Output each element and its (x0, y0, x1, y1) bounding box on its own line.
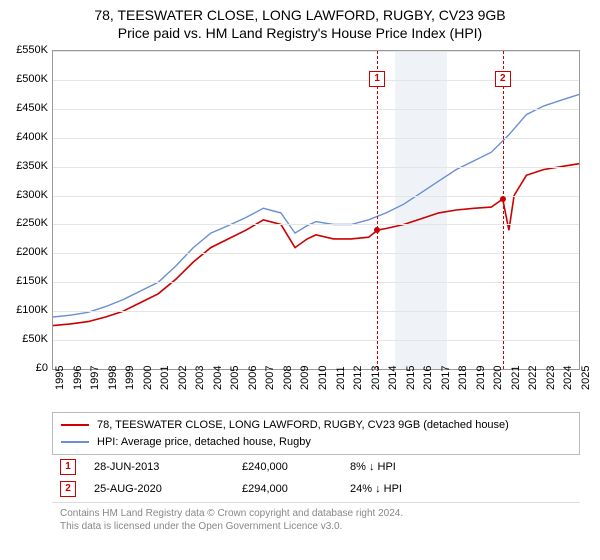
y-axis-label: £300K (0, 189, 48, 201)
gridline-h (53, 138, 579, 139)
event-vline (503, 51, 504, 369)
legend-box: 78, TEESWATER CLOSE, LONG LAWFORD, RUGBY… (52, 412, 580, 455)
chart-title-line2: Price paid vs. HM Land Registry's House … (0, 24, 600, 42)
sales-table: 1 28-JUN-2013 £240,000 8% ↓ HPI 2 25-AUG… (52, 456, 580, 500)
x-axis-label: 2020 (492, 372, 504, 390)
x-axis-label: 2015 (405, 372, 417, 390)
plot-region: 12 (52, 50, 580, 370)
footer-attribution: Contains HM Land Registry data © Crown c… (52, 502, 580, 537)
y-axis-label: £450K (0, 102, 48, 114)
y-axis-label: £400K (0, 131, 48, 143)
x-axis-label: 2014 (387, 372, 399, 390)
x-axis-label: 2025 (580, 372, 592, 390)
sale-delta-1: 8% ↓ HPI (350, 461, 460, 473)
sale-marker-1: 1 (60, 459, 76, 475)
gridline-h (53, 109, 579, 110)
y-axis-label: £500K (0, 73, 48, 85)
event-dot (500, 196, 506, 202)
sale-date-1: 28-JUN-2013 (94, 461, 224, 473)
sales-row-2: 2 25-AUG-2020 £294,000 24% ↓ HPI (52, 478, 580, 500)
gridline-h (53, 282, 579, 283)
event-marker-box: 2 (495, 71, 511, 87)
x-axis-label: 1999 (124, 372, 136, 390)
gridline-h (53, 167, 579, 168)
legend-swatch-hpi (61, 441, 89, 443)
event-vline (377, 51, 378, 369)
sale-price-1: £240,000 (242, 461, 332, 473)
x-axis-label: 2024 (562, 372, 574, 390)
x-axis-label: 2013 (370, 372, 382, 390)
sale-delta-2: 24% ↓ HPI (350, 483, 460, 495)
x-axis-label: 1997 (89, 372, 101, 390)
x-axis-label: 2003 (194, 372, 206, 390)
page-root: 78, TEESWATER CLOSE, LONG LAWFORD, RUGBY… (0, 0, 600, 560)
series-line-property (53, 164, 579, 326)
sales-row-1: 1 28-JUN-2013 £240,000 8% ↓ HPI (52, 456, 580, 478)
legend-row-property: 78, TEESWATER CLOSE, LONG LAWFORD, RUGBY… (61, 417, 571, 434)
gridline-h (53, 224, 579, 225)
x-axis-label: 2001 (159, 372, 171, 390)
footer-line1: Contains HM Land Registry data © Crown c… (60, 507, 572, 520)
y-axis-label: £550K (0, 44, 48, 56)
x-axis-label: 2004 (212, 372, 224, 390)
y-axis-label: £250K (0, 217, 48, 229)
x-axis-label: 2011 (335, 372, 347, 390)
footer-line2: This data is licensed under the Open Gov… (60, 520, 572, 533)
y-axis-label: £100K (0, 304, 48, 316)
y-axis-label: £200K (0, 246, 48, 258)
series-line-hpi (53, 94, 579, 317)
chart-area: 12 £0£50K£100K£150K£200K£250K£300K£350K£… (52, 50, 580, 400)
x-axis-label: 2002 (177, 372, 189, 390)
gridline-h (53, 340, 579, 341)
x-axis-label: 2006 (247, 372, 259, 390)
x-axis-label: 2008 (282, 372, 294, 390)
x-axis-label: 2023 (545, 372, 557, 390)
sale-price-2: £294,000 (242, 483, 332, 495)
x-axis-label: 2019 (475, 372, 487, 390)
event-marker-box: 1 (369, 71, 385, 87)
gridline-h (53, 51, 579, 52)
legend-swatch-property (61, 424, 89, 426)
y-axis-label: £350K (0, 160, 48, 172)
y-axis-label: £50K (0, 333, 48, 345)
y-axis-label: £150K (0, 275, 48, 287)
x-axis-label: 1998 (107, 372, 119, 390)
x-axis-label: 2009 (299, 372, 311, 390)
x-axis-label: 2021 (510, 372, 522, 390)
x-axis-label: 1996 (72, 372, 84, 390)
legend-label-property: 78, TEESWATER CLOSE, LONG LAWFORD, RUGBY… (97, 417, 509, 434)
x-axis-label: 2022 (527, 372, 539, 390)
gridline-h (53, 311, 579, 312)
x-axis-label: 2018 (457, 372, 469, 390)
x-axis-label: 2010 (317, 372, 329, 390)
x-axis-label: 2017 (440, 372, 452, 390)
x-axis-label: 2000 (142, 372, 154, 390)
legend-row-hpi: HPI: Average price, detached house, Rugb… (61, 434, 571, 451)
x-axis-label: 1995 (54, 372, 66, 390)
x-axis-label: 2007 (264, 372, 276, 390)
x-axis-label: 2016 (422, 372, 434, 390)
sale-marker-2: 2 (60, 481, 76, 497)
chart-title-line1: 78, TEESWATER CLOSE, LONG LAWFORD, RUGBY… (0, 6, 600, 24)
event-dot (374, 227, 380, 233)
legend-label-hpi: HPI: Average price, detached house, Rugb… (97, 434, 311, 451)
x-axis-label: 2012 (352, 372, 364, 390)
sale-date-2: 25-AUG-2020 (94, 483, 224, 495)
y-axis-label: £0 (0, 362, 48, 374)
chart-title-block: 78, TEESWATER CLOSE, LONG LAWFORD, RUGBY… (0, 0, 600, 42)
x-axis-label: 2005 (229, 372, 241, 390)
gridline-h (53, 253, 579, 254)
